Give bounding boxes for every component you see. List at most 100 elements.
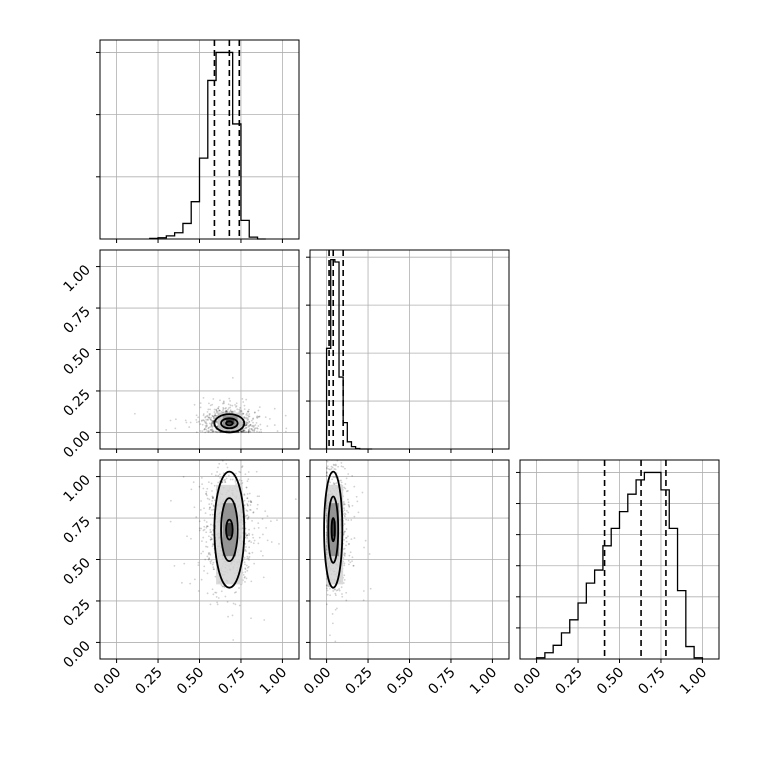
sample-point: [224, 595, 227, 598]
sample-point: [245, 550, 247, 553]
sample-point: [240, 431, 242, 434]
sample-point: [201, 430, 204, 433]
sample-point: [238, 604, 241, 607]
sample-point: [228, 397, 231, 400]
sample-point: [237, 431, 240, 434]
sample-point: [207, 416, 210, 419]
sample-point: [247, 410, 249, 413]
sample-point: [328, 587, 331, 590]
sample-point: [216, 410, 219, 413]
sample-point: [229, 410, 232, 413]
sample-point: [243, 494, 246, 496]
sample-point: [204, 422, 207, 425]
sample-point: [197, 564, 200, 567]
sample-point: [256, 415, 259, 418]
sample-point: [212, 504, 215, 507]
density-panel-2: [96, 459, 300, 663]
sample-point: [332, 463, 335, 466]
sample-point: [219, 477, 221, 479]
sample-point: [341, 593, 343, 595]
sample-point: [209, 506, 212, 509]
sample-point: [246, 537, 248, 539]
sample-point: [226, 600, 229, 603]
sample-point: [208, 508, 211, 511]
sample-point: [225, 462, 228, 465]
sample-point: [258, 536, 261, 539]
sample-point: [248, 528, 250, 531]
sample-point: [246, 518, 249, 521]
sample-point: [256, 427, 259, 430]
sample-point: [211, 545, 214, 548]
sample-point: [351, 475, 354, 477]
sample-point: [205, 428, 208, 431]
sample-point: [239, 406, 242, 409]
sample-point: [340, 465, 343, 468]
sample-point: [190, 537, 192, 540]
sample-point: [209, 560, 212, 563]
sample-point: [345, 477, 348, 480]
sample-point: [347, 498, 349, 501]
sample-point: [243, 493, 246, 496]
sample-point: [247, 431, 250, 434]
sample-point: [252, 418, 254, 420]
sample-point: [215, 408, 218, 411]
sample-point: [211, 533, 214, 536]
sample-point: [257, 416, 260, 418]
sample-point: [210, 425, 213, 428]
sample-point: [253, 562, 256, 565]
sample-point: [245, 427, 248, 429]
histogram-panel-1: [96, 39, 300, 243]
sample-point: [253, 425, 256, 427]
sample-point: [169, 419, 172, 422]
sample-point: [210, 531, 213, 533]
sample-point: [246, 555, 249, 558]
sample-point: [205, 418, 208, 421]
sample-point: [343, 574, 346, 577]
sample-point: [347, 503, 350, 506]
sample-point: [249, 423, 252, 426]
sample-point: [225, 409, 228, 412]
sample-point: [249, 504, 252, 506]
sample-point: [214, 414, 216, 417]
sample-point: [214, 499, 216, 502]
sample-point: [255, 470, 258, 473]
sample-point: [216, 425, 219, 428]
sample-point: [247, 516, 250, 519]
sample-point: [266, 539, 269, 542]
sample-point: [246, 419, 249, 422]
sample-point: [246, 497, 249, 500]
sample-point: [225, 406, 227, 409]
sample-point: [243, 429, 246, 432]
sample-point: [205, 490, 208, 493]
sample-point: [211, 421, 214, 423]
sample-point: [333, 464, 336, 467]
sample-point: [345, 544, 347, 547]
sample-point: [246, 514, 249, 517]
sample-point: [218, 409, 221, 412]
sample-point: [266, 515, 269, 518]
contour-line: [225, 518, 234, 541]
sample-point: [251, 519, 253, 522]
sample-point: [203, 525, 206, 528]
sample-point: [206, 572, 209, 575]
sample-point: [343, 509, 346, 512]
sample-point: [256, 427, 258, 429]
sample-point: [347, 535, 349, 538]
sample-point: [211, 428, 214, 431]
sample-point: [253, 429, 255, 432]
sample-point: [247, 557, 250, 560]
sample-point: [343, 486, 346, 489]
sample-point: [248, 532, 250, 535]
sample-point: [248, 492, 251, 495]
sample-point: [326, 589, 329, 592]
sample-point: [212, 566, 215, 569]
sample-point: [204, 416, 207, 419]
sample-point: [211, 403, 214, 406]
sample-point: [245, 423, 248, 426]
sample-point: [332, 476, 335, 479]
sample-point: [344, 487, 347, 490]
sample-point: [348, 554, 351, 557]
sample-point: [202, 536, 205, 539]
sample-point: [200, 552, 203, 555]
sample-point: [347, 473, 350, 475]
